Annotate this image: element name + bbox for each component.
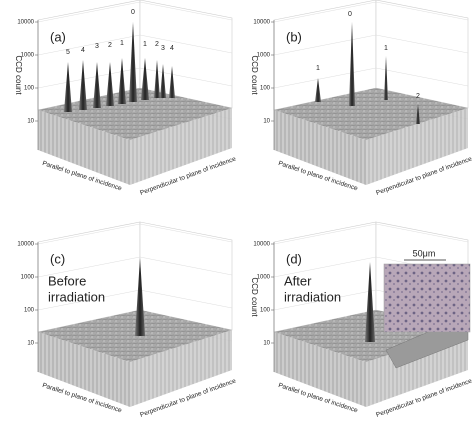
peak-label: 2 bbox=[155, 41, 159, 48]
y-tick-label: 10000 bbox=[17, 20, 34, 26]
grid-line bbox=[375, 223, 469, 243]
peak-label: 0 bbox=[131, 9, 135, 16]
peak bbox=[349, 22, 355, 106]
peak bbox=[169, 66, 175, 98]
y-axis-label: CCD count bbox=[14, 55, 23, 95]
grid-line bbox=[139, 67, 233, 87]
front-right-wall bbox=[130, 108, 232, 185]
panel-label: (a) bbox=[50, 29, 66, 44]
peak-label: 1 bbox=[120, 40, 124, 47]
inset-image bbox=[383, 263, 471, 333]
grid-line bbox=[273, 67, 377, 89]
peak-label: 5 bbox=[66, 49, 70, 56]
peak bbox=[118, 58, 126, 104]
peak bbox=[384, 56, 388, 100]
panel-label: (c) bbox=[50, 251, 65, 266]
panel-label: (b) bbox=[286, 29, 302, 44]
peak-label: 3 bbox=[161, 45, 165, 52]
grid-line bbox=[139, 34, 233, 54]
peak bbox=[160, 64, 166, 98]
grid-line bbox=[273, 34, 377, 56]
grid-line bbox=[139, 256, 233, 276]
grid-line bbox=[37, 256, 141, 278]
annotation: irradiation bbox=[48, 289, 105, 304]
peak bbox=[93, 62, 101, 108]
peak-label: 1 bbox=[384, 45, 388, 52]
peak bbox=[154, 60, 160, 98]
grid-line bbox=[375, 34, 469, 54]
y-tick-label: 10000 bbox=[17, 242, 34, 248]
grid-line bbox=[139, 1, 233, 21]
peak bbox=[79, 60, 87, 110]
peak bbox=[315, 78, 321, 102]
peak bbox=[365, 262, 375, 342]
front-left-wall bbox=[38, 110, 130, 185]
panel-label: (d) bbox=[286, 251, 302, 266]
y-axis-label: CCD count bbox=[250, 55, 259, 95]
peak-label: 4 bbox=[170, 45, 174, 52]
peak-label: 2 bbox=[416, 93, 420, 100]
y-tick-label: 100 bbox=[24, 86, 35, 92]
y-tick-label: 100 bbox=[260, 308, 271, 314]
peak bbox=[135, 258, 145, 336]
annotation: After bbox=[284, 273, 312, 288]
peak bbox=[129, 22, 137, 102]
grid-line bbox=[273, 223, 377, 245]
y-tick-label: 10000 bbox=[253, 20, 270, 26]
surface bbox=[274, 88, 468, 140]
peak bbox=[141, 58, 149, 100]
grid-line bbox=[273, 256, 377, 278]
grid-line bbox=[273, 289, 377, 311]
y-tick-label: 10 bbox=[27, 119, 34, 125]
y-tick-label: 1000 bbox=[257, 275, 271, 281]
grid-line bbox=[37, 1, 141, 23]
y-tick-label: 10 bbox=[27, 341, 34, 347]
grid-line bbox=[375, 67, 469, 87]
front-left-wall bbox=[274, 110, 366, 185]
y-axis-label: CCD count bbox=[250, 277, 259, 317]
y-tick-label: 1000 bbox=[21, 275, 35, 281]
annotation: Before bbox=[48, 273, 86, 288]
front-left-wall bbox=[274, 332, 366, 407]
grid-line bbox=[139, 223, 233, 243]
y-tick-label: 100 bbox=[260, 86, 271, 92]
peak bbox=[64, 62, 72, 112]
y-tick-label: 100 bbox=[24, 308, 35, 314]
y-tick-label: 10 bbox=[263, 341, 270, 347]
surface bbox=[38, 88, 232, 140]
grid-line bbox=[37, 223, 141, 245]
peak bbox=[106, 62, 114, 106]
annotation: irradiation bbox=[284, 289, 341, 304]
grid-line bbox=[375, 1, 469, 21]
peak-label: 4 bbox=[81, 47, 85, 54]
peak-label: 1 bbox=[143, 41, 147, 48]
y-tick-label: 10 bbox=[263, 119, 270, 125]
grid-line bbox=[37, 34, 141, 56]
grid-line bbox=[37, 289, 141, 311]
grid-line bbox=[139, 289, 233, 309]
peak-label: 1 bbox=[316, 65, 320, 72]
y-tick-label: 1000 bbox=[257, 53, 271, 59]
scale-bar-label: 50μm bbox=[413, 248, 436, 258]
grid-line bbox=[273, 1, 377, 23]
front-right-wall bbox=[130, 330, 232, 407]
front-left-wall bbox=[38, 332, 130, 407]
y-tick-label: 1000 bbox=[21, 53, 35, 59]
peak-label: 2 bbox=[108, 42, 112, 49]
peak-label: 0 bbox=[348, 11, 352, 18]
y-tick-label: 10000 bbox=[253, 242, 270, 248]
peak-label: 3 bbox=[95, 43, 99, 50]
peak bbox=[416, 104, 420, 124]
front-right-wall bbox=[366, 108, 468, 185]
